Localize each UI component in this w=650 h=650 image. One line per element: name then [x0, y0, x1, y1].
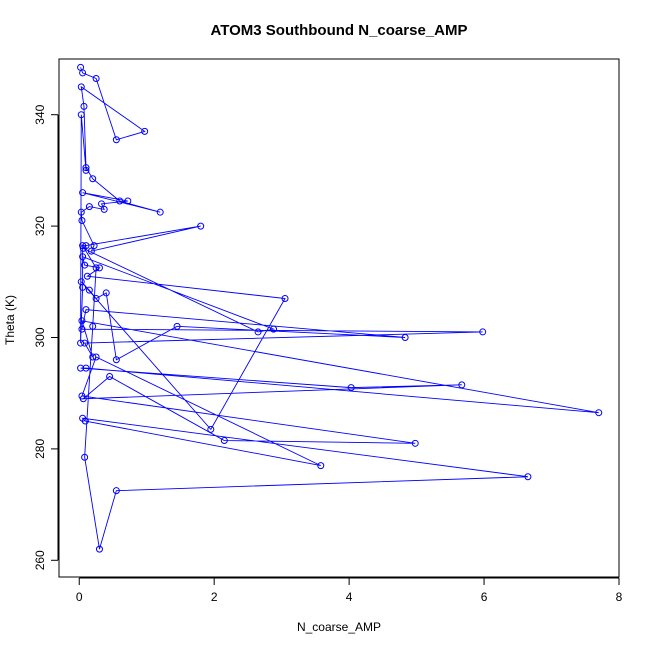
data-point — [112, 136, 120, 144]
x-tick-label: 2 — [211, 590, 218, 604]
data-point — [82, 164, 90, 172]
data-point — [85, 286, 93, 294]
data-point — [79, 69, 87, 77]
data-point — [173, 322, 181, 330]
data-point — [79, 283, 87, 291]
data-point — [124, 197, 132, 205]
data-point — [82, 166, 90, 174]
series-layer — [77, 63, 603, 553]
data-point — [90, 242, 98, 250]
data-point — [77, 83, 85, 91]
data-point — [95, 264, 103, 272]
data-point — [89, 175, 97, 183]
plot-frame — [58, 58, 620, 578]
data-point — [317, 462, 325, 470]
data-point — [78, 392, 86, 400]
data-point — [81, 453, 89, 461]
data-point — [401, 333, 409, 341]
data-point — [82, 306, 90, 314]
x-tick-label: 8 — [616, 590, 623, 604]
data-point — [81, 261, 89, 269]
x-tick-label: 0 — [76, 590, 83, 604]
data-point — [207, 425, 215, 433]
data-point — [77, 111, 85, 119]
data-point — [254, 328, 262, 336]
data-point — [80, 102, 88, 110]
data-point — [79, 244, 87, 252]
data-point — [156, 208, 164, 216]
data-point — [281, 295, 289, 303]
data-point — [112, 487, 120, 495]
y-tick-label: 300 — [33, 327, 47, 347]
x-tick-label: 4 — [346, 590, 353, 604]
data-point — [95, 545, 103, 553]
data-point — [92, 295, 100, 303]
y-tick-label: 260 — [33, 550, 47, 570]
data-point — [79, 253, 87, 261]
x-tick-label: 6 — [481, 590, 488, 604]
data-point — [347, 384, 355, 392]
data-point — [112, 356, 120, 364]
data-point — [77, 208, 85, 216]
data-point — [98, 200, 106, 208]
data-point — [77, 278, 85, 286]
data-point — [87, 247, 95, 255]
data-point — [79, 242, 87, 250]
data-point — [79, 189, 87, 197]
data-point — [78, 217, 86, 225]
y-tick-label: 280 — [33, 439, 47, 459]
data-point — [102, 289, 110, 297]
data-point — [82, 364, 90, 372]
data-point — [78, 325, 86, 333]
y-tick-label: 340 — [33, 104, 47, 124]
data-point — [92, 74, 100, 82]
x-axis-label: N_coarse_AMP — [297, 620, 381, 634]
data-point — [100, 205, 108, 213]
data-point — [85, 203, 93, 211]
axes-layer: 0 2 4 6 8 260 280 300 320 340 — [33, 104, 622, 604]
data-point — [77, 364, 85, 372]
data-point — [595, 409, 603, 417]
data-point — [220, 437, 228, 445]
y-axis-label: Theta (K) — [3, 295, 17, 345]
data-point — [479, 328, 487, 336]
y-tick-label: 320 — [33, 216, 47, 236]
data-point — [77, 339, 85, 347]
data-point — [116, 197, 124, 205]
data-point — [270, 325, 278, 333]
data-point — [411, 439, 419, 447]
chart-title: ATOM3 Southbound N_coarse_AMP — [211, 22, 468, 39]
series-line — [80, 67, 599, 550]
data-point — [458, 381, 466, 389]
data-point — [92, 353, 100, 361]
data-point — [89, 322, 97, 330]
data-point — [141, 127, 149, 135]
data-point — [106, 372, 114, 380]
data-point — [89, 353, 97, 361]
data-point — [79, 414, 87, 422]
data-point — [78, 317, 86, 325]
data-point — [92, 264, 100, 272]
data-point — [81, 339, 89, 347]
data-point — [83, 272, 91, 280]
data-point — [524, 473, 532, 481]
data-point — [197, 222, 205, 230]
